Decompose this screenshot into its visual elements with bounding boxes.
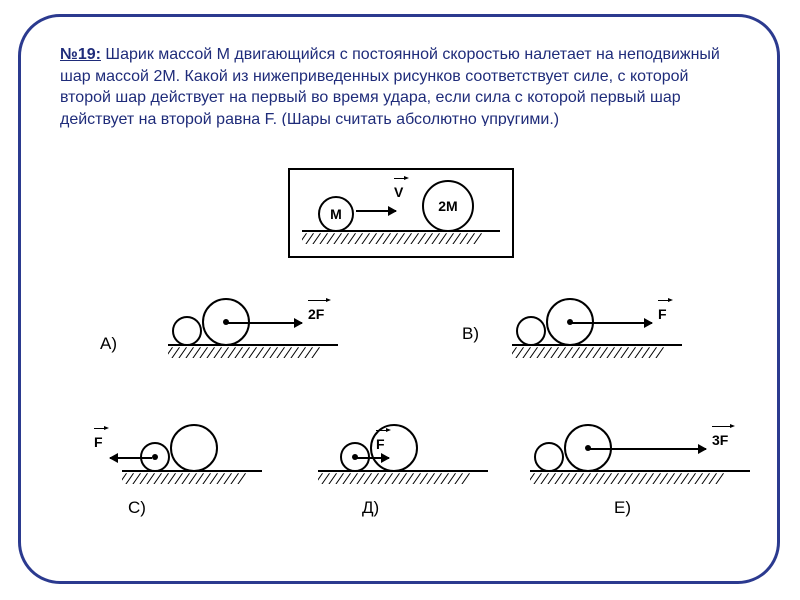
question-body: Шарик массой М двигающийся с постоянной … — [60, 46, 720, 128]
panel-ground — [530, 470, 750, 486]
force-label: F — [94, 434, 108, 450]
vector-overline — [376, 430, 390, 431]
setup-ball-small-label: М — [330, 206, 342, 222]
force-arrow — [110, 457, 152, 459]
question-text: №19: Шарик массой М двигающийся с постоя… — [60, 44, 740, 130]
setup-ball-big: 2М — [422, 180, 474, 232]
ball-small — [516, 316, 546, 346]
force-label: F — [658, 306, 672, 322]
option-b-panel: F — [512, 290, 712, 360]
force-origin-dot — [152, 454, 158, 460]
force-label: 3F — [712, 432, 734, 448]
question-number: №19: — [60, 46, 101, 63]
panel-ground — [512, 344, 682, 360]
force-arrow — [355, 457, 389, 459]
vector-overline — [712, 426, 734, 427]
hatching — [318, 472, 488, 484]
panel-ground — [122, 470, 262, 486]
occlusion-box — [270, 126, 530, 156]
force-label: F — [376, 436, 390, 452]
option-c-panel: F — [92, 416, 262, 486]
hatching — [530, 472, 750, 484]
option-b-label: В) — [462, 324, 479, 344]
ball-small — [172, 316, 202, 346]
setup-ball-big-label: 2М — [438, 198, 457, 214]
hatching — [302, 232, 500, 244]
vector-overline — [658, 300, 672, 301]
panel-ground — [168, 344, 338, 360]
force-arrow — [570, 322, 652, 324]
ball-small — [534, 442, 564, 472]
option-d-panel: F — [318, 416, 488, 486]
vector-overline — [308, 300, 330, 301]
setup-ground — [302, 230, 500, 246]
force-arrow — [588, 448, 706, 450]
force-arrow — [226, 322, 302, 324]
setup-velocity-arrow — [356, 210, 396, 212]
hatching — [512, 346, 682, 358]
option-d-label: Д) — [362, 498, 379, 518]
setup-ball-small: М — [318, 196, 354, 232]
force-label: 2F — [308, 306, 330, 322]
setup-velocity-label: V — [394, 184, 408, 200]
hatching — [168, 346, 338, 358]
setup-diagram: М V 2М — [288, 168, 514, 258]
ball-big — [170, 424, 218, 472]
option-c-label: С) — [128, 498, 146, 518]
option-e-label: Е) — [614, 498, 631, 518]
option-a-panel: 2F — [168, 290, 368, 360]
option-e-panel: 3F — [530, 416, 750, 486]
vector-overline — [394, 178, 408, 179]
panel-ground — [318, 470, 488, 486]
vector-overline — [94, 428, 108, 429]
hatching — [122, 472, 262, 484]
option-a-label: А) — [100, 334, 117, 354]
